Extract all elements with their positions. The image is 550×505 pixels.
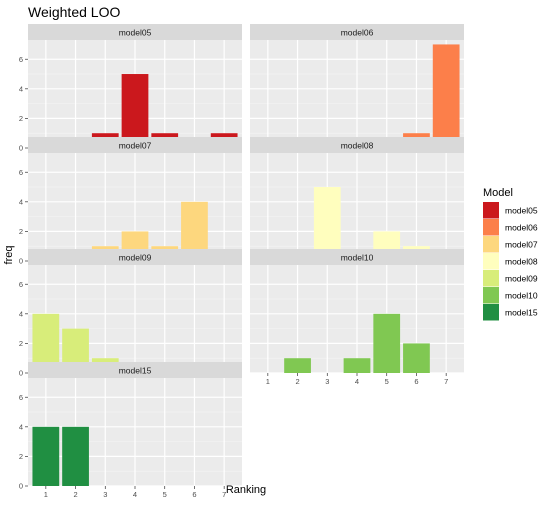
- legend-label-model05: model05: [505, 206, 538, 216]
- facet-panel-model10: model10 1 2 3 4 5 6 7: [250, 249, 464, 386]
- bar-model15-rank-2: [62, 427, 89, 486]
- y-tick-label: 0: [19, 369, 23, 378]
- legend-label-model09: model09: [505, 274, 538, 284]
- y-tick-label: 4: [19, 197, 23, 206]
- facet-panel-model08: model08: [250, 137, 464, 261]
- bar-model10-rank-4: [344, 358, 371, 373]
- y-tick-label: 2: [19, 227, 23, 236]
- x-tick-label: 3: [103, 490, 107, 499]
- bar-model10-rank-2: [284, 358, 311, 373]
- x-tick-label: 4: [133, 490, 137, 499]
- x-tick-label: 1: [44, 490, 48, 499]
- legend-title: Model: [483, 187, 513, 199]
- facet-panel-model06: model06: [250, 24, 464, 148]
- legend-label-model06: model06: [505, 223, 538, 233]
- legend-key-model08: [483, 253, 499, 270]
- y-tick-label: 2: [19, 452, 23, 461]
- legend-key-model05: [483, 202, 499, 219]
- x-tick-label: 1: [266, 377, 270, 386]
- y-tick-label: 2: [19, 114, 23, 123]
- x-tick-label: 6: [192, 490, 196, 499]
- legend: Model model05 model06 model07 model08 model09…: [483, 187, 538, 321]
- x-tick-label: 6: [414, 377, 418, 386]
- y-tick-label: 0: [19, 144, 23, 153]
- legend-key-model09: [483, 270, 499, 287]
- y-tick-label: 4: [19, 422, 23, 431]
- bar-model10-rank-6: [403, 343, 430, 373]
- legend-label-model07: model07: [505, 240, 538, 250]
- y-tick-label: 6: [19, 393, 23, 402]
- facet-panels: model05 0 2 4 6 model06 model07 0 2 4 6 model08 mode…: [19, 24, 464, 499]
- facet-strip-label: model09: [119, 253, 152, 263]
- facet-strip-label: model10: [341, 253, 374, 263]
- facet-panel-model07: model07 0 2 4 6: [19, 137, 242, 266]
- facet-strip-label: model08: [341, 141, 374, 151]
- y-tick-label: 6: [19, 55, 23, 64]
- facet-strip-label: model15: [119, 366, 152, 376]
- x-tick-label: 2: [73, 490, 77, 499]
- facet-strip-label: model07: [119, 141, 152, 151]
- y-axis-title: freq: [3, 246, 15, 265]
- legend-key-model10: [483, 287, 499, 304]
- x-tick-label: 5: [385, 377, 389, 386]
- y-tick-label: 0: [19, 482, 23, 491]
- x-tick-label: 4: [355, 377, 359, 386]
- chart-title: Weighted LOO: [28, 4, 120, 20]
- x-tick-label: 3: [325, 377, 329, 386]
- facet-panel-model09: model09 0 2 4 6: [19, 249, 242, 378]
- y-tick-label: 0: [19, 257, 23, 266]
- bar-model10-rank-5: [373, 314, 400, 373]
- bar-model05-rank-4: [122, 74, 149, 148]
- y-tick-label: 6: [19, 168, 23, 177]
- y-tick-label: 2: [19, 339, 23, 348]
- bar-model06-rank-7: [433, 44, 460, 148]
- facet-panel-model05: model05 0 2 4 6: [19, 24, 242, 153]
- bar-model15-rank-1: [32, 427, 59, 486]
- y-tick-label: 4: [19, 84, 23, 93]
- legend-key-model06: [483, 219, 499, 236]
- facet-strip-label: model06: [341, 28, 374, 38]
- x-tick-label: 7: [444, 377, 448, 386]
- legend-label-model08: model08: [505, 257, 538, 267]
- legend-label-model10: model10: [505, 291, 538, 301]
- y-tick-label: 4: [19, 309, 23, 318]
- legend-key-model15: [483, 304, 499, 321]
- legend-key-model07: [483, 236, 499, 253]
- x-axis-title: Ranking: [226, 484, 266, 496]
- y-tick-label: 6: [19, 280, 23, 289]
- x-tick-label: 5: [163, 490, 167, 499]
- x-tick-label: 2: [295, 377, 299, 386]
- facet-strip-label: model05: [119, 28, 152, 38]
- legend-label-model15: model15: [505, 308, 538, 318]
